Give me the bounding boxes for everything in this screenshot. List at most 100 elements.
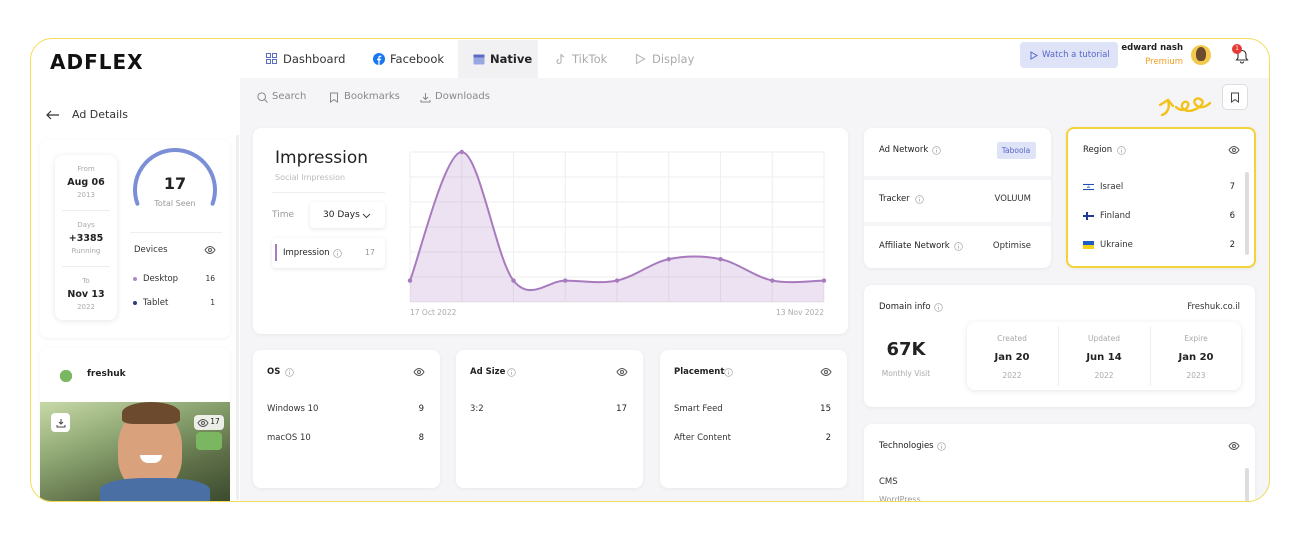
technologies-card xyxy=(864,424,1255,502)
toolbar-icon xyxy=(420,92,431,103)
eye-icon[interactable] xyxy=(413,366,425,378)
divider xyxy=(62,266,110,267)
ad-image-hair xyxy=(122,402,180,424)
tab-icon xyxy=(373,53,385,65)
card-title: Technologies xyxy=(879,441,934,451)
item-name: Windows 10 xyxy=(267,404,319,414)
date-label: Expire xyxy=(1184,334,1208,343)
item-value: 15 xyxy=(820,404,831,414)
flag xyxy=(1082,182,1095,192)
impression-subtitle: Social Impression xyxy=(275,173,346,182)
flag xyxy=(1083,241,1094,249)
divider xyxy=(1058,326,1059,386)
divider xyxy=(1150,326,1151,386)
date-value: Jun 14 xyxy=(1086,352,1122,363)
nav-tab[interactable]: Facebook xyxy=(390,52,445,66)
date-text: Aug 06 xyxy=(67,177,105,188)
notification-badge xyxy=(1232,44,1242,54)
network-label: Ad Network xyxy=(879,145,929,155)
info-icon xyxy=(953,241,963,251)
ad-image-smile xyxy=(140,455,162,463)
info-icon xyxy=(931,145,941,155)
eye-icon[interactable] xyxy=(204,244,216,256)
item-value: 9 xyxy=(418,404,424,414)
time-value: 30 Days xyxy=(323,210,360,220)
divider xyxy=(130,232,222,233)
item-value: 2 xyxy=(825,433,831,443)
date-label: Created xyxy=(997,334,1027,343)
divider xyxy=(62,210,110,211)
total-seen-label: Total Seen xyxy=(154,199,196,208)
date-year: 2023 xyxy=(1186,371,1206,380)
date-year: 2022 xyxy=(1002,371,1022,380)
network-label: Affiliate Network xyxy=(879,241,950,251)
back-arrow[interactable] xyxy=(46,110,60,120)
date-text: Nov 13 xyxy=(67,289,105,300)
nav-tab[interactable]: Dashboard xyxy=(283,52,346,66)
play-icon xyxy=(1030,50,1038,60)
notification-count: 1 xyxy=(1235,45,1239,52)
info-icon xyxy=(914,194,924,204)
device-bullet xyxy=(133,277,137,281)
network-label: Tracker xyxy=(879,194,910,204)
date-label: Updated xyxy=(1088,334,1120,343)
network-value: VOLUUM xyxy=(994,194,1031,204)
ad_size-card xyxy=(456,350,643,488)
card-title: Placement xyxy=(674,367,725,377)
badge xyxy=(997,142,1036,159)
metric-value: 17 xyxy=(364,248,375,257)
region-value: 2 xyxy=(1229,240,1235,250)
bookmark-button[interactable] xyxy=(1222,84,1248,110)
tab-icon xyxy=(635,53,647,65)
card-title: Domain info xyxy=(879,302,931,312)
toolbar-icon xyxy=(329,92,340,103)
avatar-face xyxy=(1196,47,1206,61)
nav-tab[interactable]: Display xyxy=(652,52,695,66)
info-icon xyxy=(1116,145,1126,155)
user-name: edward nash xyxy=(1121,43,1183,53)
toolbar-item[interactable]: Downloads xyxy=(435,91,490,102)
time-dropdown[interactable] xyxy=(310,202,385,228)
info-icon xyxy=(936,441,946,451)
device-name: Desktop xyxy=(143,274,179,284)
info-icon xyxy=(332,248,342,258)
sidebar-title: Ad Details xyxy=(72,108,128,121)
sidebar-scrollbar xyxy=(236,135,239,500)
tab-icon xyxy=(266,53,278,65)
date-value: Jan 20 xyxy=(1178,352,1214,363)
info-icon xyxy=(723,367,733,377)
eye-icon[interactable] xyxy=(616,366,628,378)
eye-icon[interactable] xyxy=(1228,144,1240,156)
eye-icon[interactable] xyxy=(820,366,832,378)
region-value: 6 xyxy=(1229,211,1235,221)
toolbar-item[interactable]: Bookmarks xyxy=(344,91,400,102)
tab-icon xyxy=(555,53,567,65)
nav-tab[interactable]: Native xyxy=(490,52,533,66)
domain-name: Freshuk.co.il xyxy=(1187,302,1240,312)
eye-icon[interactable] xyxy=(1228,440,1240,452)
device-value: 16 xyxy=(205,274,215,283)
scrollbar xyxy=(1245,172,1249,255)
ad-views: 17 xyxy=(210,417,220,426)
device-bullet xyxy=(133,301,137,305)
card-title: Ad Size xyxy=(470,367,506,377)
download-icon xyxy=(56,418,66,428)
total-seen: 17 xyxy=(163,174,187,193)
eye-icon xyxy=(197,417,209,428)
logo: ADFLEX xyxy=(50,50,144,74)
nav-tab[interactable]: TikTok xyxy=(572,52,608,66)
region-name: Israel xyxy=(1100,182,1124,192)
item-name: 3:2 xyxy=(470,404,484,414)
network-value: Optimise xyxy=(992,241,1031,251)
chevron xyxy=(362,212,371,219)
device-value: 1 xyxy=(210,298,215,307)
item-value: 8 xyxy=(418,433,424,443)
scrollbar xyxy=(1245,468,1249,502)
device-name: Tablet xyxy=(143,298,169,308)
item-name: Smart Feed xyxy=(674,404,723,414)
date-text: Days xyxy=(77,221,95,229)
item-name: After Content xyxy=(674,433,731,443)
impression-title: Impression xyxy=(275,148,369,168)
divider xyxy=(272,192,385,193)
toolbar-item[interactable]: Search xyxy=(272,91,307,102)
